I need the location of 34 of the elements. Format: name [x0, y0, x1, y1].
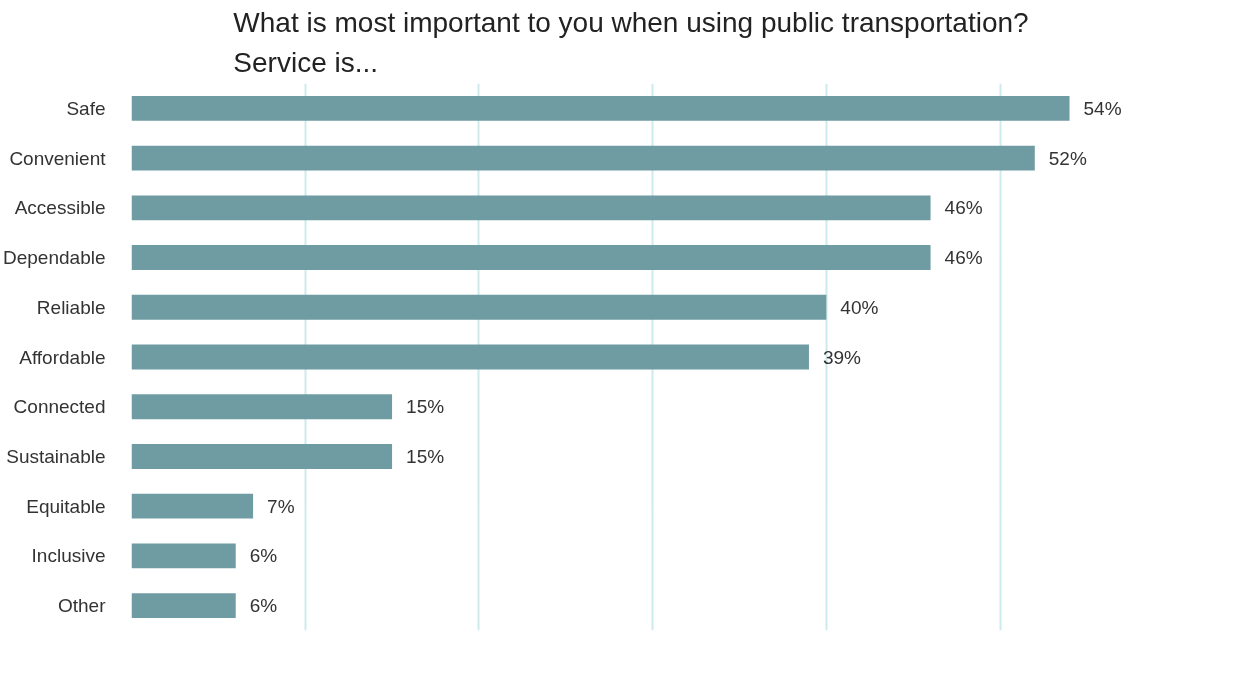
data-label: 52% — [1048, 147, 1087, 169]
bar — [131, 493, 254, 519]
y-tick-label: Connected — [13, 396, 106, 418]
data-label: 39% — [822, 346, 862, 368]
bar — [131, 593, 236, 619]
data-label: 40% — [840, 296, 879, 318]
bar — [131, 444, 393, 469]
bar — [131, 294, 827, 320]
data-label: 15% — [406, 396, 445, 418]
data-label: 6% — [249, 545, 278, 567]
data-label: 46% — [944, 197, 983, 219]
bar — [131, 245, 931, 270]
y-tick-label: Reliable — [36, 296, 106, 318]
data-label: 54% — [1083, 97, 1122, 119]
bar — [131, 195, 931, 221]
bar — [131, 95, 1070, 121]
data-label: 6% — [249, 595, 278, 617]
y-tick-label: Affordable — [19, 346, 106, 368]
y-tick-label: Sustainable — [6, 445, 106, 467]
chart-title: What is most important to you when using public transportation? Service is... — [233, 7, 1029, 79]
bar — [131, 543, 236, 569]
bar — [131, 394, 393, 420]
bar — [131, 145, 1035, 171]
y-tick-label: Convenient — [9, 147, 107, 169]
bar — [131, 344, 809, 370]
y-tick-label: Dependable — [3, 247, 106, 269]
y-tick-label: Inclusive — [31, 545, 106, 567]
y-tick-label: Safe — [66, 97, 106, 119]
y-tick-label: Equitable — [26, 495, 106, 517]
data-label: 15% — [406, 445, 445, 467]
data-label: 46% — [944, 247, 983, 269]
y-tick-label: Other — [57, 595, 107, 617]
data-label: 7% — [267, 495, 295, 517]
y-tick-label: Accessible — [14, 197, 106, 219]
